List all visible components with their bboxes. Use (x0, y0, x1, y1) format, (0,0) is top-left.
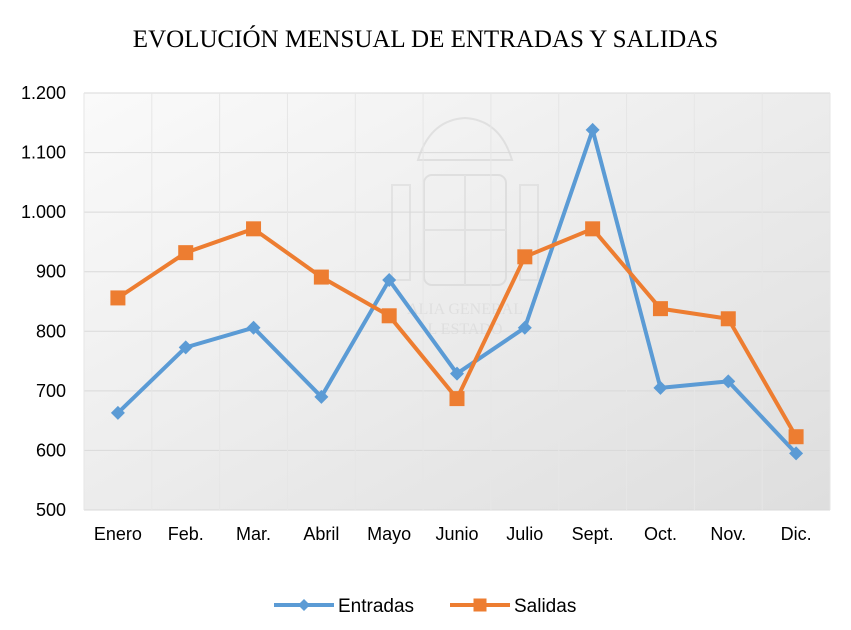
legend-label-salidas: Salidas (514, 596, 576, 617)
x-tick-label: Mar. (236, 524, 271, 544)
coat-of-arms-watermark: ALIA GENERAL L ESTADO (391, 116, 539, 338)
data-point-salidas (585, 221, 601, 237)
watermark-line-2: L ESTADO (427, 321, 502, 338)
x-tick-label: Nov. (710, 524, 746, 544)
series-entradas (110, 122, 804, 461)
y-tick-label: 1.000 (21, 202, 66, 222)
data-point-entradas (314, 389, 329, 404)
data-point-entradas (653, 380, 668, 395)
x-axis: Enero Feb. Mar. Abril Mayo Junio Julio Sept. Oct… (94, 524, 812, 544)
data-point-salidas (246, 221, 262, 237)
data-point-salidas (517, 249, 533, 265)
x-tick-label: Mayo (367, 524, 411, 544)
y-axis: 500 600 700 800 900 1.000 1.100 1.200 (21, 83, 66, 520)
data-point-salidas (381, 308, 397, 324)
data-point-entradas (246, 320, 261, 335)
data-point-entradas (517, 320, 532, 335)
data-point-salidas (788, 429, 804, 445)
legend-label-entradas: Entradas (338, 596, 414, 617)
y-tick-label: 900 (36, 262, 66, 282)
category-dividers (83, 93, 831, 510)
gridlines (84, 92, 830, 511)
x-tick-label: Enero (94, 524, 142, 544)
x-tick-label: Julio (506, 524, 543, 544)
y-tick-label: 1.200 (21, 83, 66, 103)
y-tick-label: 600 (36, 440, 66, 460)
x-tick-label: Sept. (572, 524, 614, 544)
plot-area (84, 93, 830, 510)
x-tick-label: Oct. (644, 524, 677, 544)
data-point-entradas (450, 366, 464, 381)
chart-title: EVOLUCIÓN MENSUAL DE ENTRADAS Y SALIDAS (132, 26, 719, 53)
watermark-line-1: ALIA GENERAL (407, 301, 523, 318)
x-tick-label: Dic. (781, 524, 812, 544)
data-point-salidas (313, 269, 329, 285)
legend: Entradas Salidas (274, 596, 576, 617)
x-tick-label: Junio (435, 524, 478, 544)
y-tick-label: 1.100 (21, 143, 66, 163)
data-point-salidas (720, 311, 736, 327)
legend-marker-salidas (473, 598, 487, 612)
y-tick-label: 800 (36, 321, 66, 341)
data-point-salidas (449, 391, 465, 407)
x-tick-label: Abril (303, 524, 339, 544)
series-salidas (110, 221, 804, 445)
data-point-entradas (382, 273, 397, 288)
x-tick-label: Feb. (168, 524, 204, 544)
data-point-entradas (721, 374, 736, 389)
data-point-entradas (789, 446, 804, 461)
data-point-salidas (652, 301, 668, 317)
data-point-entradas (110, 405, 125, 420)
series-group (110, 122, 804, 461)
data-point-salidas (110, 290, 126, 306)
data-point-entradas (585, 122, 600, 137)
data-point-entradas (178, 340, 193, 355)
y-tick-label: 500 (36, 500, 66, 520)
legend-marker-entradas (298, 599, 310, 611)
data-point-salidas (178, 245, 194, 261)
y-tick-label: 700 (36, 381, 66, 401)
